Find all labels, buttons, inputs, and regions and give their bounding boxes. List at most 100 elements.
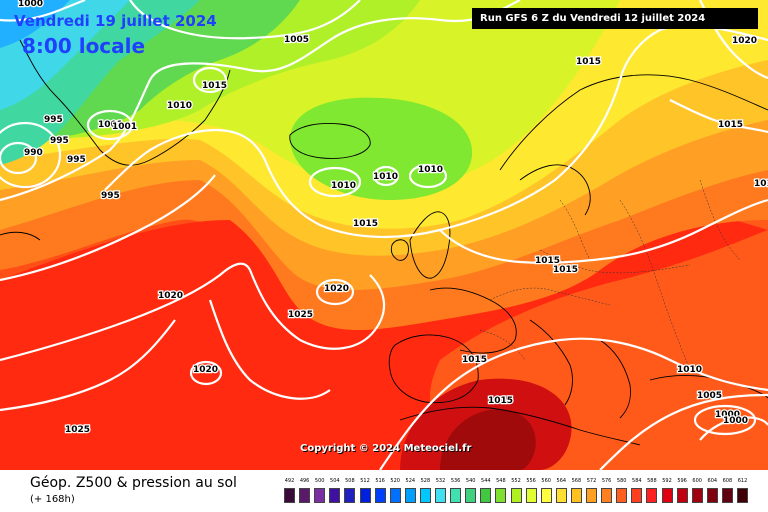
scale-swatch [601, 488, 613, 503]
isobar-label: 1015 [754, 179, 768, 189]
local-time: 8:00 locale [22, 34, 146, 58]
isobar-label: 1015 [353, 219, 378, 229]
isobar-label: 1025 [288, 310, 313, 320]
scale-tick-label: 520 [390, 478, 400, 484]
isobar-1015 [104, 24, 768, 239]
scale-swatch [419, 488, 431, 503]
isobar-label: 1000 [715, 410, 740, 420]
scale-tick-label: 528 [420, 478, 431, 484]
uk-coast [409, 211, 451, 279]
isobar-1001-ring [86, 109, 134, 141]
scale-tick-label: 560 [541, 478, 551, 484]
scandinavia-coast [499, 74, 768, 171]
border-6 [699, 179, 741, 261]
isobar-1015-west [0, 174, 216, 282]
france-coast [429, 287, 517, 354]
run-info-box: Run GFS 6 Z du Vendredi 12 juillet 2024 [472, 8, 758, 29]
isobar-1025-west [0, 319, 176, 412]
isobar-label: 1020 [732, 36, 757, 46]
isobar-1010-ring-c [408, 163, 448, 189]
scale-swatch [329, 488, 341, 503]
isobar-1000 [0, 0, 86, 22]
isobar-label: 1010 [418, 165, 443, 175]
isobar-1010-ring-b [372, 165, 400, 187]
iceland-coast [289, 123, 371, 159]
scale-swatch [586, 488, 597, 503]
isobar-1005 [129, 0, 361, 40]
iberia-coast [388, 334, 479, 404]
isobar-1015-europe [439, 198, 768, 264]
scale-swatch [706, 488, 718, 503]
ireland-coast [390, 239, 409, 261]
isobar-1020 [0, 262, 386, 362]
isobar-label: 1010 [331, 181, 356, 191]
border-1 [489, 287, 611, 306]
scale-swatch [510, 488, 522, 503]
scale-tick-label: 548 [496, 478, 506, 484]
scale-tick-label: 524 [405, 478, 416, 484]
scale-tick-label: 576 [601, 478, 612, 484]
isobar-label: 1015 [535, 256, 560, 266]
isobar-1020-ring [315, 278, 355, 306]
border-4 [619, 199, 691, 371]
isobar-1020-ring-b [189, 360, 223, 386]
baltic-coast [519, 164, 591, 216]
scale-swatch [374, 488, 386, 503]
scale-swatch [435, 488, 446, 503]
scale-swatch [465, 488, 477, 503]
scale-tick-label: 556 [526, 478, 536, 484]
scale-tick-label: 572 [586, 478, 597, 484]
isobar-label: 1020 [324, 284, 349, 294]
isobar-label: 1000 [18, 0, 43, 9]
isobar-label: 1025 [65, 425, 90, 435]
isobar-1010-ring-a [308, 166, 362, 198]
scale-swatch [737, 488, 748, 503]
color-scale: 492 496 500 504 508 512 516 520 524 528 532 536 540 5… [284, 478, 752, 510]
scale-swatch [555, 488, 567, 503]
scale-tick-label: 600 [692, 478, 702, 484]
isobar-label: 1015 [718, 120, 743, 130]
scale-tick-label: 540 [465, 478, 476, 484]
isobar-1005-east [699, 416, 768, 441]
borders [479, 179, 741, 371]
italy-coast [529, 319, 573, 406]
scale-swatch [359, 488, 371, 503]
scale-tick-label: 492 [284, 478, 295, 484]
border-3 [559, 199, 591, 261]
isobar-995-ring [0, 121, 62, 189]
field-darker-red [440, 409, 536, 470]
scale-tick-label: 564 [556, 478, 567, 484]
isobar-lines [0, 0, 768, 470]
scale-swatch [299, 488, 311, 503]
scale-swatch [404, 488, 416, 503]
scale-tick-label: 552 [511, 478, 521, 484]
scale-tick-label: 504 [330, 478, 340, 484]
isobar-label: 1001 [112, 122, 137, 132]
scale-swatch [646, 488, 658, 503]
scale-tick-label: 588 [647, 478, 657, 484]
isobar-label: 1010 [167, 101, 192, 111]
legend-subtitle: (+ 168h) [30, 494, 75, 505]
scale-swatch [570, 488, 582, 503]
isobar-label: 1005 [284, 35, 309, 45]
labrador-coast [0, 231, 41, 241]
isobar-label: 1015 [462, 355, 487, 365]
scale-tick-label: 544 [481, 478, 491, 484]
scale-swatch [721, 488, 733, 503]
copyright-text: Copyright © 2024 Meteociel.fr [300, 443, 472, 454]
scale-swatch [691, 488, 703, 503]
isobar-1010-south [599, 393, 768, 470]
map-svg: 1000 1005 1015 1010 995 995 995 990 1001… [0, 0, 768, 470]
isobar-1000-ring [693, 404, 757, 436]
isobar-label: 995 [67, 155, 86, 165]
scale-tick-label: 580 [616, 478, 627, 484]
scale-swatch [661, 488, 673, 503]
isobar-label: 990 [24, 148, 43, 158]
scale-tick-label: 512 [360, 478, 370, 484]
isobar-label: 1015 [553, 265, 578, 275]
north-africa-coast [399, 406, 641, 446]
isobar-990-ring [0, 141, 38, 175]
scale-swatch [525, 488, 537, 503]
isobar-1010-north [0, 0, 521, 202]
border-5 [479, 329, 526, 361]
